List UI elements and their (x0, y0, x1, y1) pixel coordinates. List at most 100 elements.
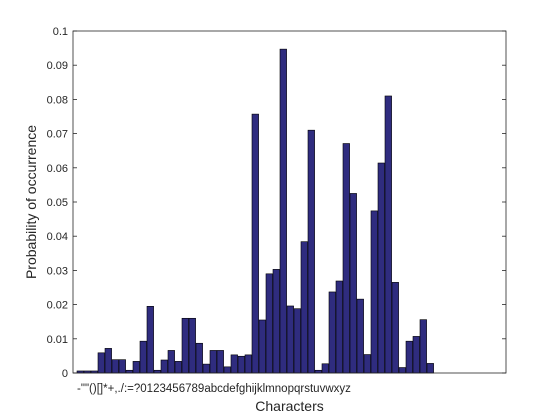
x-tick-label: b (211, 383, 217, 395)
bar (97, 352, 105, 374)
bar (342, 143, 350, 374)
bar (160, 359, 168, 374)
x-tick-label: 2 (153, 383, 159, 395)
x-tick-label: t (310, 383, 314, 395)
bar (230, 354, 238, 374)
x-tick-label: j (253, 383, 257, 395)
x-tick-label: [ (97, 383, 101, 395)
y-tick-label: 0.03 (47, 265, 68, 277)
bar (181, 317, 189, 374)
bar (335, 280, 343, 374)
y-tick-label: 0.02 (47, 300, 68, 312)
x-tick-label: " (85, 383, 89, 395)
bar (405, 340, 413, 374)
x-tick-label: " (81, 383, 85, 395)
bar (125, 369, 133, 374)
bar (244, 354, 252, 374)
bar (286, 305, 294, 374)
x-tick-label: 8 (192, 383, 198, 395)
x-tick-label: x (334, 383, 340, 395)
x-tick-label: l (263, 383, 266, 395)
bar (426, 363, 434, 374)
x-tick-label: 0 (140, 383, 146, 395)
x-tick-label: . (118, 383, 121, 395)
y-tick-label: 0.09 (47, 60, 68, 72)
bar (370, 210, 378, 374)
bar (279, 48, 287, 374)
bar (251, 113, 259, 374)
x-tick-label: 7 (185, 383, 191, 395)
x-tick-label: 5 (172, 383, 178, 395)
x-tick-label: p (288, 383, 294, 395)
bar (258, 319, 266, 374)
x-tick-label: n (275, 383, 281, 395)
bar (188, 317, 196, 374)
x-tick-label: w (324, 383, 334, 395)
x-tick-label: ) (93, 383, 97, 395)
bar (356, 298, 364, 374)
y-axis-label: Probability of occurrence (23, 125, 39, 279)
x-tick-label: g (239, 383, 245, 395)
bar (195, 342, 203, 374)
y-axis: 0 0.01 0.02 0.03 0.04 0.05 0.06 0.07 0.08 0.09 0.1 (47, 26, 506, 380)
x-tick-label: f (236, 383, 240, 395)
bar (314, 369, 322, 374)
x-tick-label: v (320, 383, 326, 395)
bar (174, 361, 182, 374)
y-tick-label: 0.06 (47, 163, 68, 175)
x-tick-label: 4 (166, 383, 173, 395)
x-tick-label: = (127, 383, 134, 395)
bar (104, 348, 112, 374)
x-tick-label: e (229, 383, 235, 395)
bar (307, 129, 315, 374)
bar (153, 369, 161, 374)
x-tick-label: ? (134, 383, 140, 395)
y-tick-label: 0 (62, 368, 68, 380)
x-tick-label: - (77, 383, 81, 395)
bar (167, 350, 175, 374)
bar (391, 282, 399, 374)
y-tick-label: 0.08 (47, 94, 68, 106)
bar (272, 269, 280, 374)
bar (223, 366, 231, 374)
x-tick-label: o (281, 383, 287, 395)
bar (300, 241, 308, 374)
x-tick-label: i (252, 383, 255, 395)
bar (146, 306, 154, 374)
x-tick-label: 1 (147, 383, 153, 395)
bar (412, 336, 420, 374)
x-tick-label: + (108, 383, 115, 395)
x-tick-label: : (124, 383, 127, 395)
x-tick-label: d (223, 383, 229, 395)
bar (321, 363, 329, 374)
bar (202, 363, 210, 374)
bar (209, 350, 217, 374)
x-tick-label: * (103, 383, 108, 395)
bar (419, 319, 427, 374)
y-tick-label: 0.1 (53, 26, 68, 38)
bar (265, 273, 273, 374)
x-tick-label: s (304, 383, 310, 395)
x-category-labels: -""()[]*+,./:=?0123456789abcdefghijklmno… (77, 383, 351, 395)
x-tick-label: r (300, 383, 304, 395)
x-tick-label: h (245, 383, 251, 395)
x-tick-label: ( (89, 383, 93, 395)
bar (132, 361, 140, 374)
x-tick-label: q (294, 383, 300, 395)
y-tick-label: 0.01 (47, 334, 68, 346)
x-tick-label: y (339, 383, 345, 395)
x-tick-label: a (204, 383, 211, 395)
bar (377, 162, 385, 374)
bar (216, 350, 224, 374)
x-axis-label: Characters (255, 398, 323, 414)
x-tick-label: z (345, 383, 351, 395)
x-tick-label: 9 (198, 383, 204, 395)
x-tick-label: c (217, 383, 223, 395)
bar (111, 359, 119, 374)
bar (293, 308, 301, 374)
bar (118, 359, 126, 374)
bar (398, 367, 406, 374)
x-tick-label: m (265, 383, 275, 395)
x-tick-label: , (114, 383, 117, 395)
